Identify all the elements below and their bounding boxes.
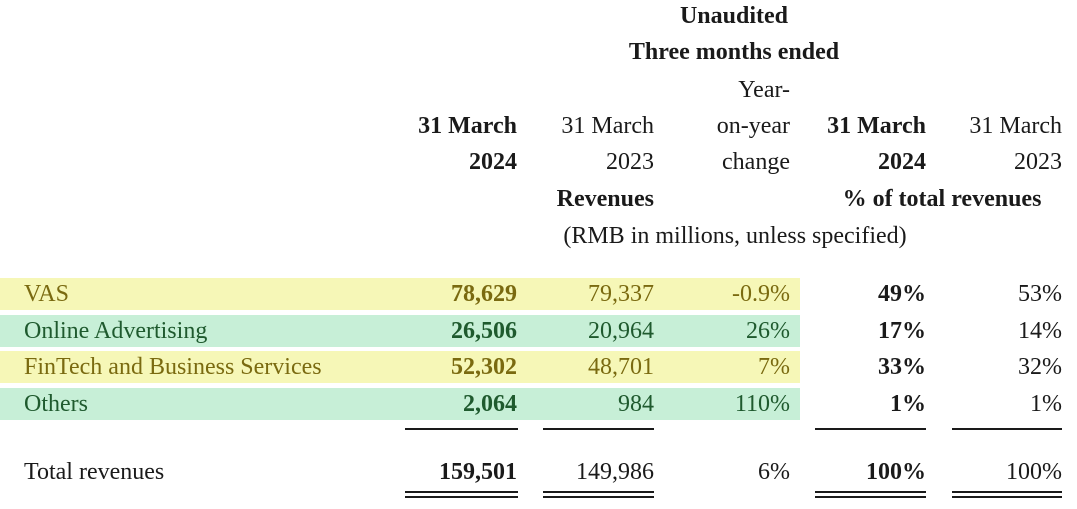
cell-v2023: 20,964 (588, 318, 654, 344)
col-yoy-line1: Year- (738, 77, 790, 103)
total-double-rule (952, 491, 1062, 498)
col-pct2023-line1: 31 March (969, 113, 1062, 139)
total-yoy: 6% (758, 459, 790, 485)
three-months-heading: Three months ended (628, 39, 840, 65)
cell-v2024: 2,064 (463, 391, 517, 417)
cell-v2024: 26,506 (451, 318, 517, 344)
row-label: Others (24, 391, 88, 417)
cell-yoy: 7% (758, 354, 790, 380)
subtotal-rule (952, 428, 1062, 430)
cell-v2023: 48,701 (588, 354, 654, 380)
total-v2023: 149,986 (576, 459, 654, 485)
cell-p2024: 17% (878, 318, 926, 344)
row-band-online-advertising (0, 315, 800, 347)
revenues-label: Revenues (556, 186, 654, 212)
cell-p2024: 1% (890, 391, 926, 417)
total-p2023: 100% (1006, 459, 1062, 485)
cell-yoy: 110% (734, 391, 790, 417)
cell-v2023: 984 (618, 391, 654, 417)
col-pct2023-line2: 2023 (1014, 149, 1062, 175)
row-label: FinTech and Business Services (24, 354, 322, 380)
row-label: Online Advertising (24, 318, 208, 344)
total-label: Total revenues (24, 459, 165, 485)
cell-p2024: 33% (878, 354, 926, 380)
col-pct2024-line2: 2024 (878, 149, 926, 175)
total-v2024: 159,501 (439, 459, 517, 485)
pct-total-label: % of total revenues (842, 186, 1042, 212)
row-band-fintech (0, 351, 800, 383)
total-p2024: 100% (866, 459, 926, 485)
col-pct2024-line1: 31 March (827, 113, 926, 139)
col-2023-line2: 2023 (606, 149, 654, 175)
cell-v2024: 78,629 (451, 281, 517, 307)
cell-p2023: 1% (1030, 391, 1062, 417)
total-double-rule (543, 491, 654, 498)
subtotal-rule (815, 428, 926, 430)
row-band-others (0, 388, 800, 420)
cell-p2023: 53% (1018, 281, 1062, 307)
cell-v2024: 52,302 (451, 354, 517, 380)
units-note: (RMB in millions, unless specified) (563, 223, 907, 249)
unaudited-heading: Unaudited (679, 3, 789, 29)
cell-v2023: 79,337 (588, 281, 654, 307)
col-2024-line2: 2024 (469, 149, 517, 175)
col-yoy-line2: on-year (716, 113, 790, 139)
col-yoy-line3: change (722, 149, 790, 175)
cell-p2024: 49% (878, 281, 926, 307)
row-label: VAS (24, 281, 69, 307)
total-double-rule (815, 491, 926, 498)
cell-p2023: 32% (1018, 354, 1062, 380)
total-double-rule (405, 491, 518, 498)
cell-yoy: -0.9% (732, 281, 790, 307)
col-2024-line1: 31 March (418, 113, 517, 139)
cell-p2023: 14% (1018, 318, 1062, 344)
cell-yoy: 26% (746, 318, 790, 344)
row-band-vas (0, 278, 800, 310)
subtotal-rule (405, 428, 518, 430)
col-2023-line1: 31 March (561, 113, 654, 139)
subtotal-rule (543, 428, 654, 430)
